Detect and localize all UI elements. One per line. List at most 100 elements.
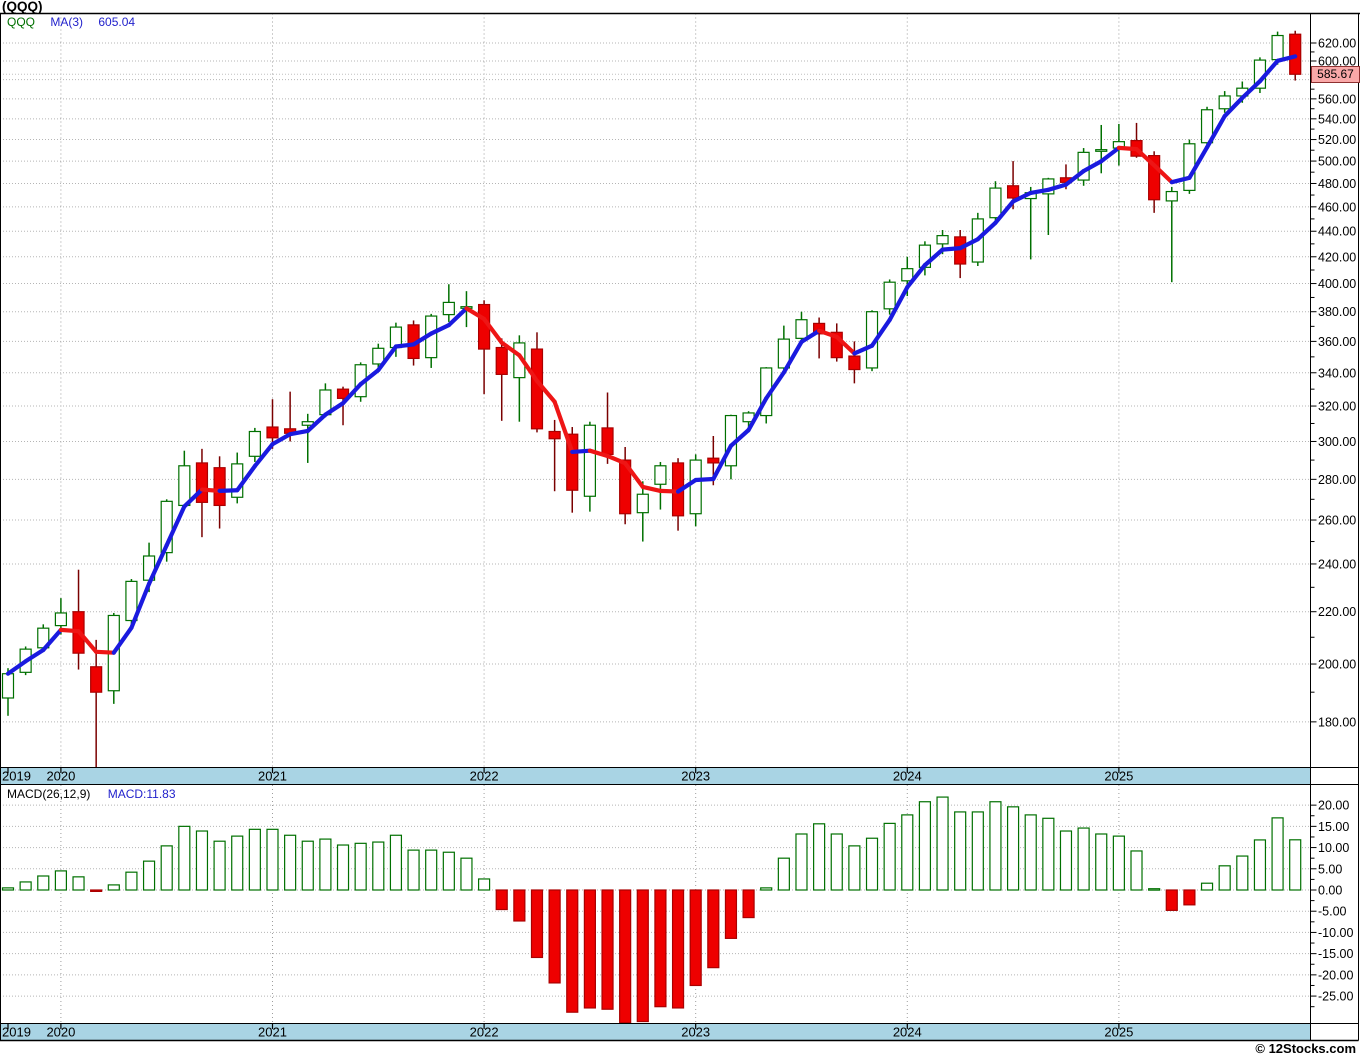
ma-segment <box>376 344 399 373</box>
svg-text:560.00: 560.00 <box>1318 92 1356 106</box>
svg-text:-15.00: -15.00 <box>1318 947 1353 961</box>
ma-segment <box>922 247 945 268</box>
candle-body <box>90 666 103 693</box>
candle-body <box>1200 109 1214 144</box>
candle-body <box>1165 190 1178 202</box>
candle-body <box>883 281 896 310</box>
candle-body <box>813 322 826 335</box>
svg-text:2023: 2023 <box>681 769 710 784</box>
svg-text:240.00: 240.00 <box>1318 557 1356 571</box>
svg-text:280.00: 280.00 <box>1318 473 1356 487</box>
svg-text:460.00: 460.00 <box>1318 200 1356 214</box>
macd-bar <box>742 889 755 919</box>
ma-segment <box>605 453 628 466</box>
candle-body <box>830 331 843 359</box>
macd-bar <box>231 835 244 891</box>
candle-body <box>54 612 67 627</box>
ma-segment <box>799 328 822 345</box>
macd-bar <box>971 811 984 891</box>
gridlines <box>0 13 1311 1023</box>
candle-body <box>1289 33 1302 75</box>
macd-bar <box>389 834 403 891</box>
macd-value-label: MACD:11.83 <box>107 787 176 801</box>
ma-segment <box>235 464 257 493</box>
macd-bar <box>530 889 544 959</box>
ma-segment <box>517 353 540 383</box>
candle-body <box>989 187 1002 219</box>
svg-text:0.00: 0.00 <box>1318 884 1342 898</box>
macd-bar <box>107 884 120 891</box>
macd-bar <box>883 822 896 891</box>
ma-segment <box>675 477 698 494</box>
svg-text:360.00: 360.00 <box>1318 335 1356 349</box>
macd-bar <box>813 823 826 891</box>
svg-text:20.00: 20.00 <box>1318 799 1349 813</box>
macd-bar <box>1024 814 1037 891</box>
ma-segment <box>393 342 416 349</box>
ma-segment <box>587 448 610 459</box>
ma-segment <box>1028 187 1051 196</box>
macd-bar <box>213 840 226 891</box>
macd-bar <box>460 857 473 891</box>
ma-segment <box>429 323 451 336</box>
macd-bar <box>989 801 1002 891</box>
ma-segment <box>534 378 557 404</box>
macd-bar <box>954 811 967 891</box>
ma-segment <box>746 396 769 433</box>
axis-ticks <box>7 42 1317 1029</box>
svg-text:2020: 2020 <box>46 769 75 784</box>
ma-segment <box>1152 163 1174 185</box>
ma-segment <box>958 237 980 251</box>
candle-body <box>125 580 138 622</box>
candle-body <box>195 462 209 503</box>
ma-segment <box>640 484 663 493</box>
svg-text:2021: 2021 <box>258 1025 287 1040</box>
macd-bar <box>1077 827 1090 891</box>
ma-segment <box>764 370 786 401</box>
candle-body <box>1095 149 1108 152</box>
ma-segment <box>5 659 28 676</box>
candle-body <box>1218 95 1231 110</box>
svg-text:620.00: 620.00 <box>1318 37 1356 51</box>
ma-segment <box>217 488 240 493</box>
svg-text:5.00: 5.00 <box>1318 862 1342 876</box>
ma-segment <box>834 334 857 356</box>
svg-text:2021: 2021 <box>258 769 287 784</box>
macd-bar <box>442 851 455 891</box>
svg-text:520.00: 520.00 <box>1318 133 1356 147</box>
macd-bar <box>936 796 949 891</box>
candle-body <box>848 355 861 371</box>
candle-body <box>936 235 949 245</box>
candle-body <box>442 301 455 316</box>
ma-segment <box>869 317 892 348</box>
ma-segment <box>1187 145 1210 180</box>
ma-segment <box>340 382 363 406</box>
ma-segment <box>94 649 116 655</box>
svg-text:600.00: 600.00 <box>1318 55 1356 69</box>
macd-bar <box>671 889 685 1009</box>
macd-bar <box>1095 833 1108 891</box>
candle-body <box>654 465 667 485</box>
candle-body <box>1006 185 1020 199</box>
svg-text:540.00: 540.00 <box>1318 112 1356 126</box>
svg-text:180.00: 180.00 <box>1318 715 1356 729</box>
svg-text:2020: 2020 <box>46 1025 75 1040</box>
macd-params-label: MACD(26,12,9) <box>7 787 91 801</box>
legend-ma-value: 605.04 <box>98 15 136 29</box>
ma-segment <box>570 448 592 455</box>
ma-segment <box>623 461 645 490</box>
macd-bar <box>354 842 367 891</box>
candle-body <box>795 319 808 339</box>
ma-segment <box>887 285 910 323</box>
svg-text:2024: 2024 <box>893 769 922 784</box>
ma-segment <box>411 331 434 347</box>
ma-segment <box>993 199 1016 225</box>
macd-bar <box>1218 865 1231 891</box>
ma-segment <box>1169 175 1192 185</box>
macd-bar <box>689 889 702 987</box>
candle-body <box>495 346 508 375</box>
ma-segment <box>252 442 275 469</box>
panel-borders <box>0 12 1360 1042</box>
ma-segment <box>182 487 205 509</box>
candle-body <box>566 433 579 491</box>
